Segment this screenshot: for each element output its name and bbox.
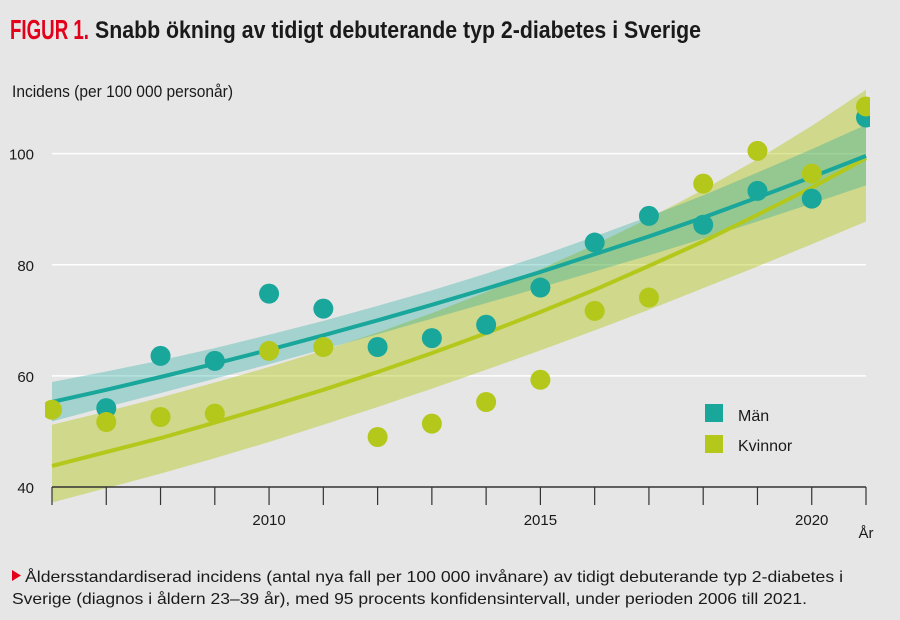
- man-data-point: [638, 205, 659, 226]
- y-tick-label: 80: [17, 258, 34, 275]
- x-axis-tick-labels: 2010 2015 2020: [252, 512, 828, 529]
- trend-lines: [51, 154, 867, 468]
- caption-line-2: Sverige (diagnos i åldern 23–39 år), med…: [12, 590, 807, 608]
- legend-swatch-kvinnor: [705, 435, 723, 453]
- man-data-point: [693, 214, 714, 235]
- man-data-point: [313, 298, 334, 319]
- kvinnor-data-point: [747, 140, 768, 161]
- triangle-right-icon: [12, 570, 21, 581]
- kvinnor-confidence-band: [52, 89, 866, 503]
- kvinnor-data-point: [421, 413, 442, 434]
- x-tick-label: 2020: [795, 512, 828, 529]
- kvinnor-data-point: [259, 340, 280, 361]
- kvinnor-data-point: [801, 163, 822, 184]
- kvinnor-data-point: [476, 392, 497, 412]
- kvinnor-data-point: [45, 399, 62, 420]
- kvinnor-trend-line: [51, 156, 867, 468]
- kvinnor-data-point: [313, 337, 334, 357]
- man-trend-line: [51, 154, 867, 404]
- gridlines: [52, 152, 866, 377]
- y-tick-label: 100: [9, 147, 34, 164]
- chart-title: Snabb ökning av tidigt debuterande typ 2…: [95, 17, 701, 44]
- kvinnor-data-point: [693, 173, 714, 194]
- kvinnor-data-point: [638, 287, 659, 308]
- legend: Män Kvinnor: [705, 404, 793, 455]
- y-tick-label: 40: [17, 480, 34, 497]
- x-tick-label: 2015: [524, 512, 557, 529]
- kvinnor-data-point: [584, 300, 605, 321]
- kvinnor-data-point: [367, 427, 388, 447]
- man-data-point: [150, 345, 171, 366]
- x-axis: [51, 486, 867, 505]
- legend-label-man: Män: [738, 408, 769, 425]
- y-axis-tick-labels: 40 60 80 100: [9, 147, 34, 497]
- legend-swatch-man: [705, 404, 723, 422]
- man-data-point: [476, 314, 497, 335]
- legend-label-kvinnor: Kvinnor: [738, 438, 793, 455]
- x-axis-title: År: [859, 525, 874, 542]
- man-data-point: [421, 328, 442, 349]
- kvinnor-data-point: [530, 369, 551, 390]
- man-data-point: [584, 232, 605, 253]
- kvinnor-data-point: [150, 407, 171, 427]
- caption: Åldersstandardiserad incidens (antal nya…: [12, 567, 843, 608]
- man-data-point: [530, 277, 551, 298]
- man-data-point: [259, 283, 280, 304]
- man-data-point: [747, 180, 768, 201]
- figure-header: FIGUR 1. Snabb ökning av tidigt debutera…: [10, 14, 701, 45]
- legend-item-kvinnor: Kvinnor: [705, 435, 793, 455]
- man-data-point: [204, 350, 225, 371]
- figure-label: FIGUR 1.: [10, 14, 89, 45]
- confidence-bands: [52, 89, 866, 503]
- man-data-point: [367, 337, 388, 357]
- man-data-point: [96, 398, 117, 419]
- x-tick-label: 2010: [252, 512, 285, 529]
- y-axis-title: Incidens (per 100 000 personår): [12, 82, 233, 101]
- man-confidence-band: [52, 124, 866, 422]
- caption-line-1: Åldersstandardiserad incidens (antal nya…: [25, 567, 843, 586]
- legend-item-man: Män: [705, 404, 769, 425]
- y-tick-label: 60: [17, 369, 34, 386]
- kvinnor-data-point: [204, 403, 225, 424]
- man-data-point: [801, 188, 822, 209]
- kvinnor-data-point: [856, 96, 870, 117]
- kvinnor-data-point: [96, 412, 117, 432]
- data-points: [45, 96, 870, 447]
